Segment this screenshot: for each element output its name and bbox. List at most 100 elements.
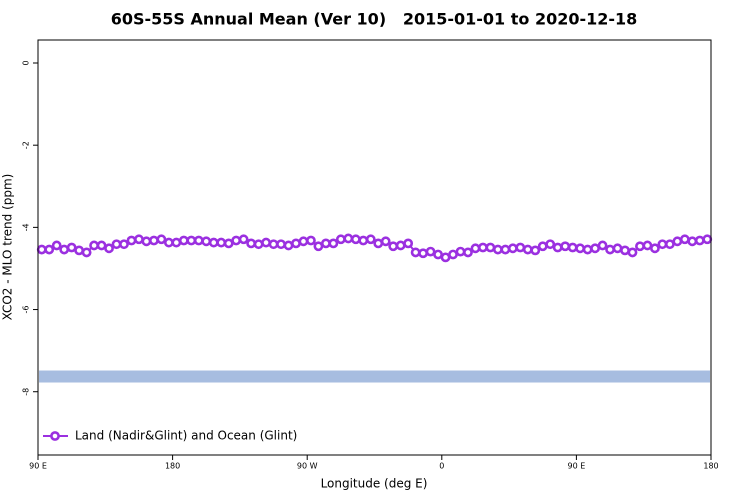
data-point — [470, 243, 481, 254]
data-point — [335, 234, 346, 245]
data-point — [440, 252, 451, 263]
data-point — [231, 235, 242, 246]
x-tick-label: 90 E — [29, 462, 47, 471]
data-point — [36, 244, 47, 255]
data-point — [149, 235, 159, 246]
y-tick-label: -8 — [22, 388, 31, 396]
data-point — [433, 249, 443, 260]
data-point — [403, 238, 414, 249]
data-point — [478, 242, 488, 253]
data-point — [492, 244, 503, 255]
x-tick-label: 90 W — [297, 462, 318, 471]
data-point — [545, 239, 556, 250]
data-point — [74, 245, 85, 256]
data-point — [81, 247, 92, 258]
data-point — [343, 233, 354, 244]
x-tick-label: 0 — [439, 462, 444, 471]
data-point — [702, 234, 713, 245]
data-point — [530, 245, 541, 256]
data-point — [126, 235, 137, 246]
y-tick-label: -6 — [22, 306, 31, 314]
data-point — [455, 246, 466, 257]
data-point — [51, 240, 62, 251]
data-point — [620, 245, 630, 256]
data-point — [216, 237, 227, 248]
data-point — [500, 244, 511, 255]
data-point — [612, 243, 623, 254]
data-point — [418, 248, 429, 259]
data-point — [627, 247, 638, 258]
data-point — [410, 247, 421, 258]
data-point — [448, 249, 458, 260]
data-point — [380, 236, 391, 247]
data-point — [298, 236, 309, 247]
y-tick-label: -2 — [22, 141, 31, 149]
data-point — [328, 238, 339, 249]
data-point — [186, 235, 197, 246]
data-point — [193, 235, 204, 246]
reference-band — [39, 370, 710, 383]
data-point — [223, 238, 234, 249]
data-point — [96, 240, 107, 251]
data-point — [642, 240, 653, 251]
x-axis-label: Longitude (deg E) — [321, 477, 428, 491]
legend-marker — [50, 431, 60, 441]
data-point — [276, 239, 286, 250]
data-point — [664, 239, 675, 250]
data-point — [171, 237, 182, 248]
y-tick-label: 0 — [22, 60, 31, 65]
data-point — [635, 241, 645, 252]
data-point — [605, 244, 615, 255]
data-point — [672, 236, 683, 247]
data-point — [134, 234, 144, 245]
data-point — [320, 238, 331, 249]
y-axis-label: XCO2 - MLO trend (ppm) — [1, 174, 15, 321]
data-point — [111, 239, 122, 250]
data-point — [163, 237, 174, 248]
data-point — [89, 240, 99, 251]
data-point — [522, 244, 533, 255]
data-point — [365, 234, 376, 245]
data-point — [679, 234, 690, 245]
data-point — [283, 240, 294, 251]
data-point — [373, 238, 384, 249]
data-point — [575, 243, 586, 254]
data-point — [657, 239, 668, 250]
data-point — [590, 243, 600, 254]
data-point — [395, 240, 406, 251]
data-point — [313, 241, 324, 252]
y-tick-label: -4 — [22, 223, 31, 231]
data-point — [582, 244, 593, 255]
data-point — [694, 235, 705, 246]
data-point — [208, 237, 219, 248]
data-point — [268, 239, 279, 250]
legend-label: Land (Nadir&Glint) and Ocean (Glint) — [75, 429, 297, 443]
data-point — [650, 243, 660, 254]
data-point — [425, 246, 436, 257]
data-point — [687, 236, 698, 247]
data-point — [141, 236, 152, 247]
data-point — [388, 241, 399, 252]
data-point — [537, 241, 548, 252]
x-tick-label: 90 E — [568, 462, 586, 471]
data-point — [238, 234, 249, 245]
data-point — [597, 240, 608, 251]
data-point — [201, 236, 212, 247]
x-tick-label: 180 — [165, 462, 180, 471]
data-point — [291, 238, 301, 249]
data-point — [515, 242, 526, 253]
data-point — [560, 241, 571, 252]
data-point — [156, 234, 167, 245]
data-point — [104, 243, 114, 254]
data-point — [59, 244, 70, 255]
data-point — [507, 243, 518, 254]
data-point — [178, 235, 189, 246]
data-point — [253, 239, 264, 250]
data-point — [463, 247, 473, 258]
data-point — [350, 234, 361, 245]
data-point — [66, 242, 77, 253]
plot-frame — [37, 39, 712, 456]
data-point — [485, 242, 496, 253]
data-point — [567, 242, 578, 253]
